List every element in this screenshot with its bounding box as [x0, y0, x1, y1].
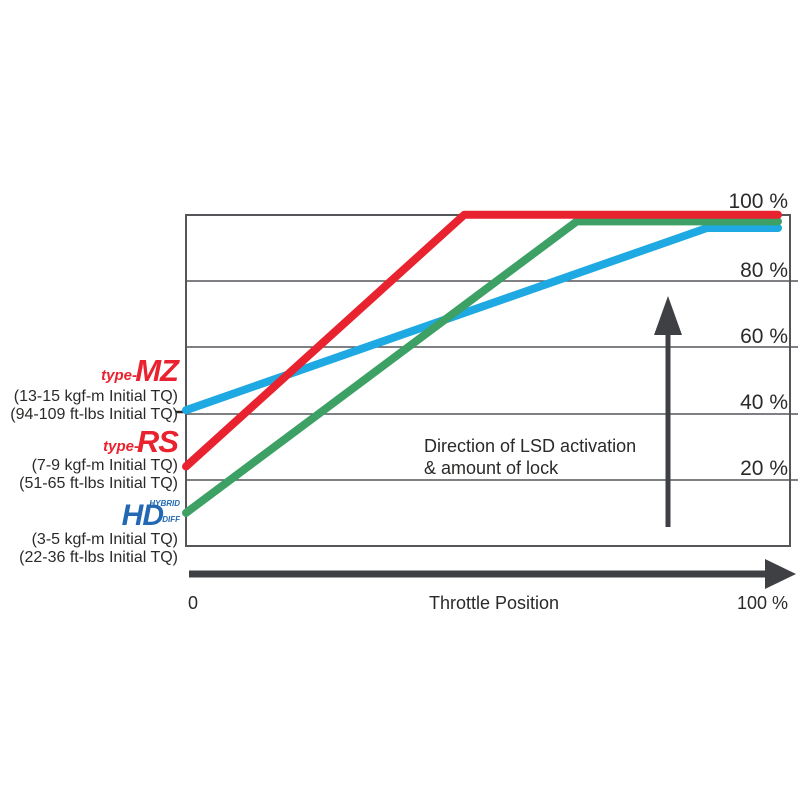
x-axis-title: Throttle Position — [429, 593, 559, 613]
x-max-label: 100 % — [737, 593, 788, 613]
ytick-20: 20 % — [740, 457, 788, 480]
ytick-80: 80 % — [740, 259, 788, 282]
legend-hd-spec1: (3-5 kgf-m Initial TQ) — [32, 531, 178, 548]
annotation-line2: & amount of lock — [424, 458, 559, 478]
legend-hd-sub-top: HYBRID — [149, 499, 180, 508]
up-arrow-head-icon — [654, 296, 682, 335]
series-line-hd-hybrid — [182, 217, 782, 517]
legend-rs-prefix: type- — [103, 438, 139, 455]
legend-hd-sub-bottom: DIFF — [162, 515, 181, 524]
legend-mz-brand: MZ — [135, 353, 180, 388]
ytick-40: 40 % — [740, 391, 788, 414]
x-origin-label: 0 — [188, 593, 198, 613]
annotation-line1: Direction of LSD activation — [424, 436, 636, 456]
legend-hd-brand: HD — [122, 499, 164, 532]
legend-mz-spec2: (94-109 ft-lbs Initial TQ) — [10, 406, 178, 423]
ytick-100: 100 % — [728, 190, 788, 213]
legend-rs-spec2: (51-65 ft-lbs Initial TQ) — [19, 475, 178, 492]
ytick-60: 60 % — [740, 325, 788, 348]
legend-hd-spec2: (22-36 ft-lbs Initial TQ) — [19, 549, 178, 566]
series-line-type-mz — [182, 224, 782, 415]
legend-mz-spec1: (13-15 kgf-m Initial TQ) — [14, 388, 178, 405]
legend-rs-spec1: (7-9 kgf-m Initial TQ) — [32, 457, 178, 474]
legend-mz-prefix: type- — [101, 367, 137, 384]
series-line-type-rs — [182, 210, 782, 471]
legend-rs-brand: RS — [137, 424, 179, 459]
x-axis-arrow-head-icon — [765, 559, 796, 589]
